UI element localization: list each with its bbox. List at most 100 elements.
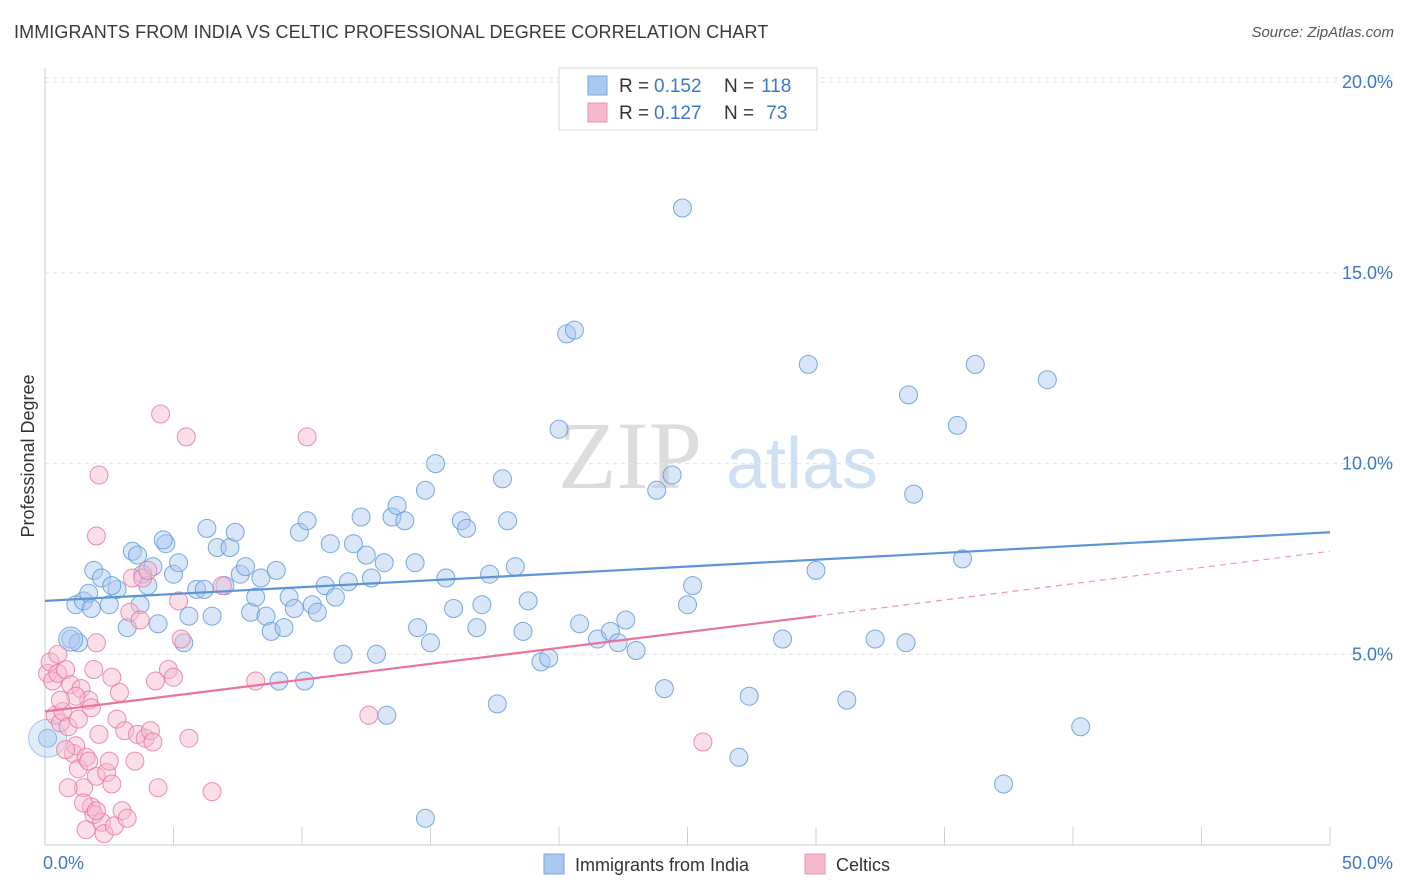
point-india: [457, 518, 476, 538]
stats-r-label-india: R =: [619, 76, 649, 97]
point-celtics: [202, 782, 222, 802]
point-celtics: [86, 766, 106, 786]
point-india: [480, 564, 500, 584]
point-india: [194, 579, 214, 599]
point-india: [683, 576, 703, 596]
point-india: [408, 618, 428, 638]
point-celtics: [94, 824, 114, 844]
point-celtics: [61, 675, 81, 695]
point-india: [965, 354, 985, 374]
point-india: [367, 644, 386, 664]
point-india: [320, 534, 340, 554]
point-india: [513, 621, 533, 641]
point-india: [498, 511, 518, 531]
y-tick-label: 15.0%: [1342, 263, 1393, 283]
point-india: [773, 629, 793, 649]
stats-swatch-celtics: [587, 102, 608, 123]
point-india: [415, 808, 435, 828]
y-tick-label: 10.0%: [1342, 454, 1393, 474]
point-india: [374, 553, 394, 573]
point-india: [487, 694, 507, 714]
point-india: [148, 614, 168, 634]
point-india: [953, 549, 972, 569]
point-india: [274, 618, 294, 638]
trend-line-celtics: [44, 615, 817, 713]
point-india: [865, 629, 885, 649]
point-celtics: [50, 690, 70, 710]
point-india: [467, 618, 487, 638]
point-india: [505, 557, 525, 577]
point-india: [729, 747, 749, 767]
point-india: [654, 679, 674, 699]
point-india: [518, 591, 538, 611]
point-india: [947, 415, 967, 435]
stats-n-label-india: N =: [724, 76, 754, 97]
point-celtics: [138, 560, 158, 580]
x-tick-label-min: 0.0%: [43, 853, 84, 873]
point-celtics: [68, 709, 88, 729]
point-india: [58, 626, 84, 652]
point-india: [84, 560, 104, 580]
point-india: [153, 530, 173, 550]
y-tick-label: 5.0%: [1352, 644, 1393, 664]
point-celtics: [120, 602, 140, 622]
point-celtics: [297, 427, 317, 447]
point-india: [99, 595, 119, 615]
point-india: [539, 648, 559, 668]
point-india: [297, 511, 317, 531]
stats-n-value-india: 118: [761, 76, 791, 97]
point-india: [564, 320, 584, 340]
point-india: [672, 198, 692, 218]
x-tick-label-max: 50.0%: [1342, 853, 1393, 873]
point-celtics: [179, 728, 199, 748]
point-india: [798, 354, 818, 374]
legend-swatch-celtics: [804, 853, 826, 875]
point-india: [169, 553, 189, 573]
y-axis-title: Professional Degree: [18, 374, 38, 537]
point-india: [241, 602, 261, 622]
point-india: [284, 599, 304, 618]
point-celtics: [76, 820, 96, 840]
point-celtics: [117, 808, 137, 828]
point-india: [174, 633, 194, 653]
point-india: [444, 599, 464, 618]
point-india: [261, 621, 281, 641]
point-celtics: [102, 774, 122, 794]
stats-r-label-celtics: R =: [619, 103, 649, 124]
stats-r-value-celtics: 0.127: [654, 103, 702, 124]
point-india: [38, 728, 58, 748]
point-celtics: [89, 724, 109, 744]
point-india: [493, 469, 512, 489]
stats-r-value-india: 0.152: [654, 76, 702, 97]
point-celtics: [86, 801, 106, 821]
point-india: [600, 621, 620, 641]
point-india: [122, 541, 142, 561]
point-india: [377, 705, 397, 725]
x-ticks: [44, 827, 1331, 845]
point-india: [405, 553, 425, 573]
point-celtics: [92, 812, 111, 832]
point-india: [899, 385, 918, 405]
trend-line-celtics-extension: [815, 550, 1331, 617]
point-india: [266, 560, 286, 580]
watermark: ZIP atlas: [558, 402, 878, 509]
point-celtics: [171, 629, 191, 649]
point-india: [197, 518, 217, 538]
point-celtics: [48, 644, 68, 664]
point-india: [179, 606, 199, 626]
watermark-zip: ZIP: [558, 402, 702, 509]
point-india: [647, 480, 667, 500]
point-celtics: [125, 751, 145, 771]
point-india: [338, 572, 358, 592]
point-india: [325, 587, 345, 607]
trend-lines: [44, 531, 1331, 713]
point-celtics: [169, 591, 189, 611]
point-india: [626, 641, 646, 660]
point-india: [81, 599, 101, 618]
point-celtics: [146, 671, 165, 691]
point-celtics: [53, 702, 73, 721]
point-celtics: [102, 667, 122, 687]
series-celtics: [38, 404, 713, 844]
point-india: [472, 595, 492, 615]
